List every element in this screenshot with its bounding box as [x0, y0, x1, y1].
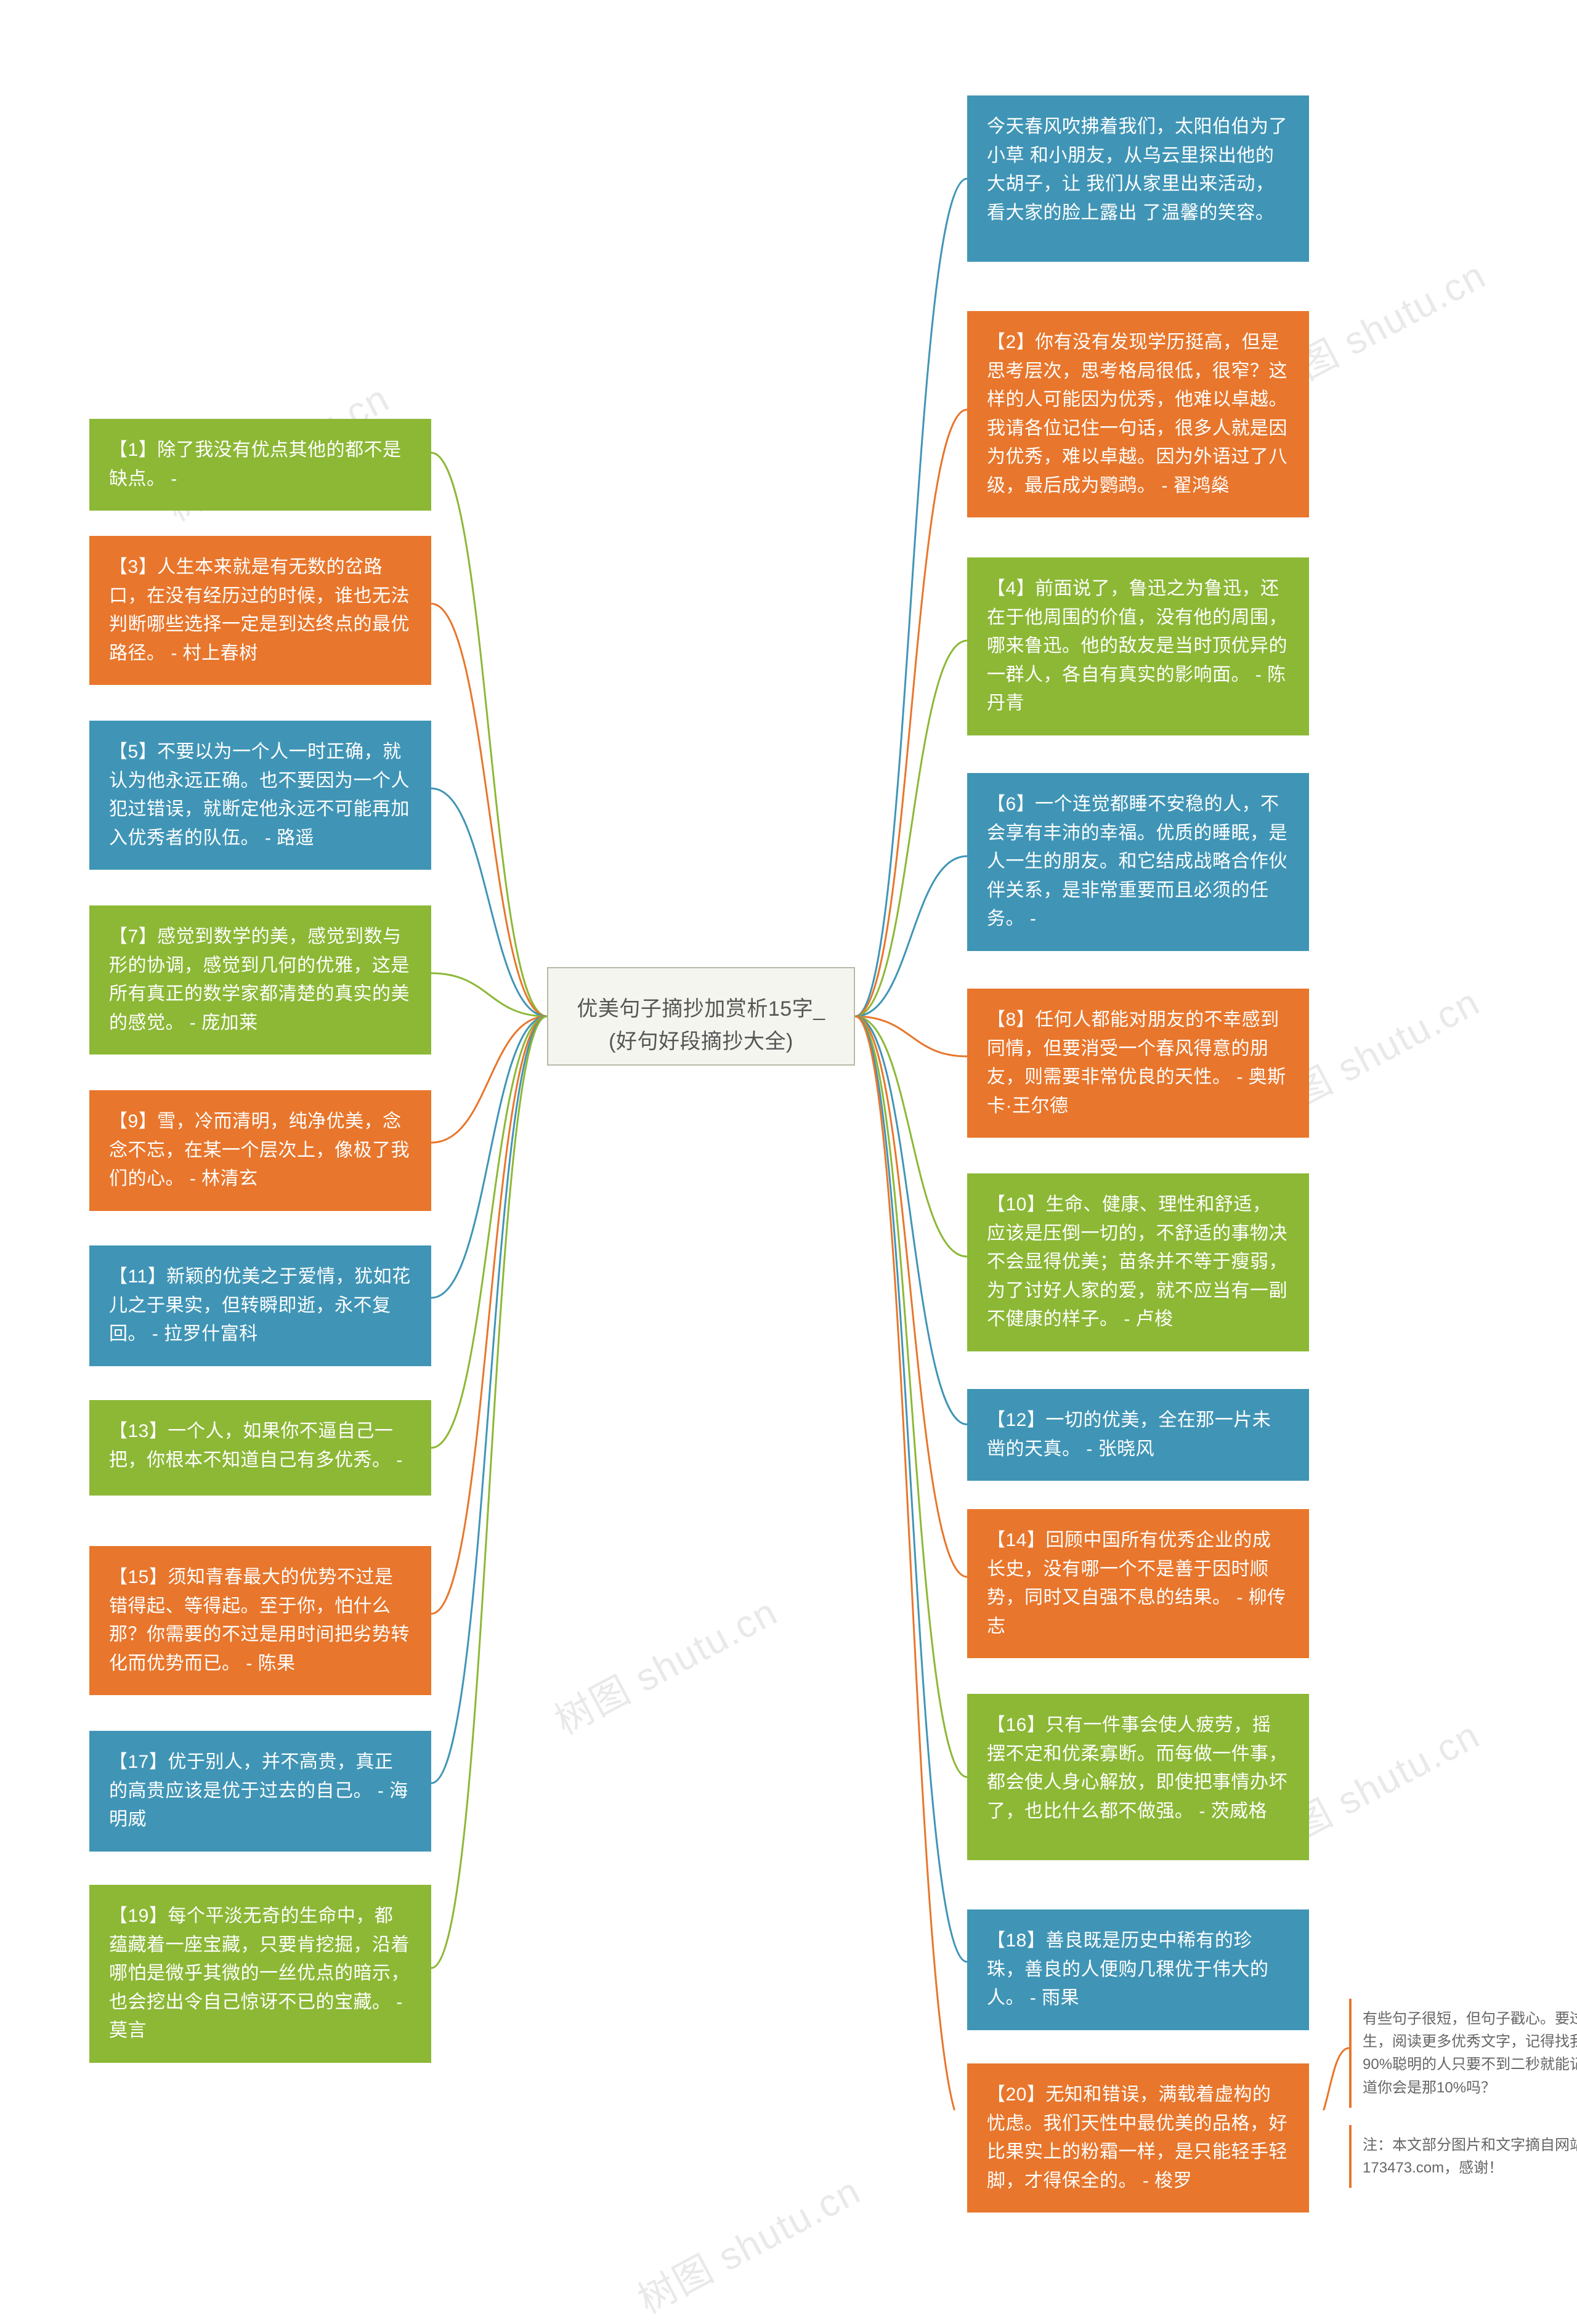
- right-node-6: 【6】一个连觉都睡不安稳的人，不会享有丰沛的幸福。优质的睡眠，是人一生的朋友。和…: [967, 773, 1309, 951]
- node-text: 【17】优于别人，并不高贵，真正的高贵应该是优于过去的自己。 - 海明威: [109, 1752, 408, 1829]
- mindmap-canvas: 树图 shutu.cn树图 shutu.cn树图 shutu.cn树图 shut…: [0, 0, 1577, 2110]
- right-node-18: 【18】善良既是历史中稀有的珍珠，善良的人便购几稞优于伟大的人。 - 雨果: [967, 1909, 1309, 2030]
- sub-node: 注：本文部分图片和文字摘自网站173473.com，感谢！: [1349, 2125, 1577, 2188]
- node-text: 【4】前面说了，鲁迅之为鲁迅，还在于他周围的价值，没有他的周围，哪来鲁迅。他的敌…: [987, 578, 1287, 713]
- left-node-3: 【3】人生本来就是有无数的岔路口，在没有经历过的时候，谁也无法判断哪些选择一定是…: [89, 536, 431, 685]
- left-node-17: 【17】优于别人，并不高贵，真正的高贵应该是优于过去的自己。 - 海明威: [89, 1731, 431, 1852]
- node-text: 【18】善良既是历史中稀有的珍珠，善良的人便购几稞优于伟大的人。 - 雨果: [987, 1930, 1269, 2008]
- right-node-4: 【4】前面说了，鲁迅之为鲁迅，还在于他周围的价值，没有他的周围，哪来鲁迅。他的敌…: [967, 557, 1309, 735]
- watermark: 树图 shutu.cn: [543, 1581, 785, 1745]
- left-node-5: 【5】不要以为一个人一时正确，就认为他永远正确。也不要因为一个人犯过错误，就断定…: [89, 721, 431, 870]
- watermark: 树图 shutu.cn: [626, 2160, 869, 2324]
- node-text: 【9】雪，冷而清明，纯净优美，念念不忘，在某一个层次上，像极了我们的心。 - 林…: [109, 1111, 410, 1189]
- left-node-11: 【11】新颖的优美之于爱情，犹如花儿之于果实，但转瞬即逝，永不复回。 - 拉罗什…: [89, 1245, 431, 1366]
- node-text: 【15】须知青春最大的优势不过是错得起、等得起。至于你，怕什么那？你需要的不过是…: [109, 1567, 410, 1674]
- node-text: 【2】你有没有发现学历挺高，但是思考层次，思考格局很低，很窄？这样的人可能因为优…: [987, 332, 1287, 496]
- right-node-8: 【8】任何人都能对朋友的不幸感到同情，但要消受一个春风得意的朋友，则需要非常优良…: [967, 989, 1309, 1138]
- center-title-line1: 优美句子摘抄加赏析15字_: [566, 993, 837, 1026]
- right-node-20: 【20】无知和错误，满载着虚构的忧虑。我们天性中最优美的品格，好比果实上的粉霜一…: [967, 2063, 1309, 2213]
- node-text: 【19】每个平淡无奇的生命中，都蕴藏着一座宝藏，只要肯挖掘，沿着哪怕是微乎其微的…: [109, 1906, 410, 2041]
- right-node-2: 【2】你有没有发现学历挺高，但是思考层次，思考格局很低，很窄？这样的人可能因为优…: [967, 311, 1309, 517]
- node-text: 今天春风吹拂着我们，太阳伯伯为了小草 和小朋友，从乌云里探出他的大胡子，让 我们…: [987, 116, 1287, 223]
- node-text: 【11】新颖的优美之于爱情，犹如花儿之于果实，但转瞬即逝，永不复回。 - 拉罗什…: [109, 1266, 411, 1344]
- left-node-15: 【15】须知青春最大的优势不过是错得起、等得起。至于你，怕什么那？你需要的不过是…: [89, 1546, 431, 1695]
- center-title-line2: (好句好段摘抄大全): [566, 1026, 837, 1058]
- node-text: 【3】人生本来就是有无数的岔路口，在没有经历过的时候，谁也无法判断哪些选择一定是…: [109, 557, 410, 663]
- right-node-10: 【10】生命、健康、理性和舒适，应该是压倒一切的，不舒适的事物决不会显得优美；苗…: [967, 1173, 1309, 1351]
- node-text: 【13】一个人，如果你不逼自己一把，你根本不知道自己有多优秀。 -: [109, 1421, 403, 1470]
- right-node-0: 今天春风吹拂着我们，太阳伯伯为了小草 和小朋友，从乌云里探出他的大胡子，让 我们…: [967, 95, 1309, 262]
- sub-node: 有些句子很短，但句子戳心。要过好智慧的人生，阅读更多优秀文字，记得找我们哦！90…: [1349, 1999, 1577, 2108]
- node-text: 【6】一个连觉都睡不安稳的人，不会享有丰沛的幸福。优质的睡眠，是人一生的朋友。和…: [987, 794, 1287, 929]
- node-text: 【8】任何人都能对朋友的不幸感到同情，但要消受一个春风得意的朋友，则需要非常优良…: [987, 1010, 1286, 1116]
- left-node-13: 【13】一个人，如果你不逼自己一把，你根本不知道自己有多优秀。 -: [89, 1400, 431, 1496]
- left-node-9: 【9】雪，冷而清明，纯净优美，念念不忘，在某一个层次上，像极了我们的心。 - 林…: [89, 1090, 431, 1211]
- right-node-12: 【12】一切的优美，全在那一片未凿的天真。 - 张晓风: [967, 1389, 1309, 1481]
- node-text: 【12】一切的优美，全在那一片未凿的天真。 - 张晓风: [987, 1410, 1271, 1459]
- sub-node-text: 有些句子很短，但句子戳心。要过好智慧的人生，阅读更多优秀文字，记得找我们哦！90…: [1363, 2010, 1577, 2096]
- center-node: 优美句子摘抄加赏析15字_(好句好段摘抄大全): [547, 967, 855, 1066]
- node-text: 【7】感觉到数学的美，感觉到数与形的协调，感觉到几何的优雅，这是所有真正的数学家…: [109, 926, 410, 1033]
- left-node-1: 【1】除了我没有优点其他的都不是缺点。 -: [89, 419, 431, 511]
- node-text: 【20】无知和错误，满载着虚构的忧虑。我们天性中最优美的品格，好比果实上的粉霜一…: [987, 2084, 1287, 2191]
- right-node-16: 【16】只有一件事会使人疲劳，摇摆不定和优柔寡断。而每做一件事，都会使人身心解放…: [967, 1694, 1309, 1860]
- sub-node-text: 注：本文部分图片和文字摘自网站173473.com，感谢！: [1363, 2137, 1577, 2176]
- left-node-7: 【7】感觉到数学的美，感觉到数与形的协调，感觉到几何的优雅，这是所有真正的数学家…: [89, 905, 431, 1055]
- right-node-14: 【14】回顾中国所有优秀企业的成长史，没有哪一个不是善于因时顺势，同时又自强不息…: [967, 1509, 1309, 1658]
- node-text: 【16】只有一件事会使人疲劳，摇摆不定和优柔寡断。而每做一件事，都会使人身心解放…: [987, 1715, 1287, 1821]
- node-text: 【14】回顾中国所有优秀企业的成长史，没有哪一个不是善于因时顺势，同时又自强不息…: [987, 1530, 1286, 1637]
- node-text: 【5】不要以为一个人一时正确，就认为他永远正确。也不要因为一个人犯过错误，就断定…: [109, 742, 410, 848]
- node-text: 【1】除了我没有优点其他的都不是缺点。 -: [109, 440, 402, 489]
- left-node-19: 【19】每个平淡无奇的生命中，都蕴藏着一座宝藏，只要肯挖掘，沿着哪怕是微乎其微的…: [89, 1885, 431, 2063]
- node-text: 【10】生命、健康、理性和舒适，应该是压倒一切的，不舒适的事物决不会显得优美；苗…: [987, 1194, 1287, 1329]
